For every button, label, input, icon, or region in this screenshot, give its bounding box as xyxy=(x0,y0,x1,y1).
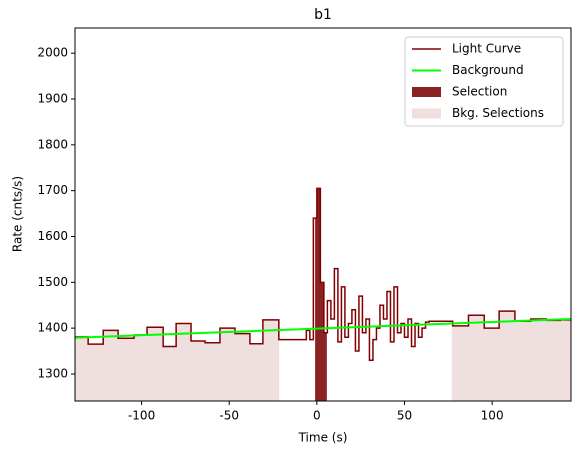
y-tick-label: 1500 xyxy=(37,275,68,289)
background-line xyxy=(74,317,572,339)
y-tick-label: 1800 xyxy=(37,137,68,151)
legend-label: Bkg. Selections xyxy=(452,106,544,120)
y-tick-label: 1700 xyxy=(37,183,68,197)
legend-box xyxy=(404,36,564,127)
y-tick-label: 1300 xyxy=(37,366,68,380)
x-tick-label: -100 xyxy=(128,409,155,423)
plot-frame xyxy=(74,27,572,402)
x-tick-label: 0 xyxy=(313,409,321,423)
legend-label: Selection xyxy=(452,85,507,99)
y-tick-label: 1900 xyxy=(37,92,68,106)
x-tick-label: 50 xyxy=(397,409,412,423)
legend-swatch xyxy=(412,108,441,119)
legend-label: Light Curve xyxy=(452,42,521,56)
y-axis-label: Rate (cnts/s) xyxy=(11,176,25,252)
x-tick-label: -50 xyxy=(219,409,239,423)
y-tick-label: 2000 xyxy=(37,46,68,60)
x-axis-label: Time (s) xyxy=(298,431,348,445)
selection-region xyxy=(451,311,571,401)
y-tick-label: 1400 xyxy=(37,321,68,335)
legend-swatch xyxy=(412,87,441,97)
legend-label: Background xyxy=(452,63,524,77)
chart-title: b1 xyxy=(314,7,332,23)
y-tick-label: 1600 xyxy=(37,229,68,243)
selection-region xyxy=(75,319,280,401)
selection-region xyxy=(315,188,327,401)
x-tick-label: 100 xyxy=(481,409,504,423)
